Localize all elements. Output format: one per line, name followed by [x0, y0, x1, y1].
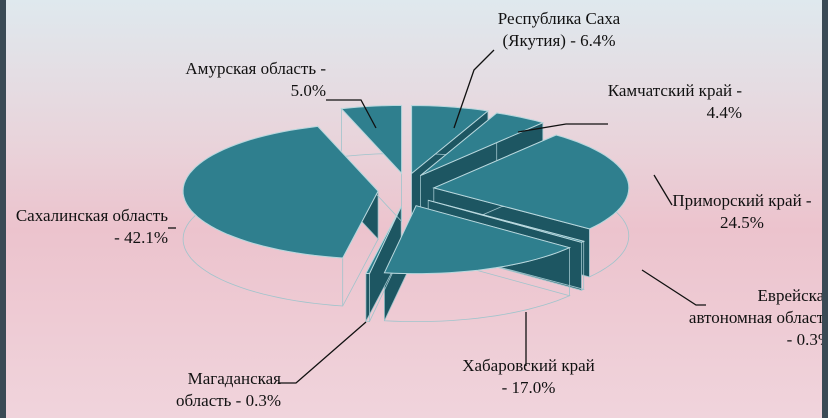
slice — [428, 199, 586, 243]
slice — [432, 134, 630, 230]
slice-label: Сахалинская область - 42.1% — [15, 206, 168, 247]
slice — [340, 104, 403, 175]
slice-label: Республика Саха (Якутия) - 6.4% — [497, 9, 621, 50]
leader-line — [278, 321, 367, 384]
slice — [411, 104, 490, 175]
slice-label: Камчатский край - 4.4% — [607, 81, 742, 122]
pie-canvas — [168, 49, 706, 384]
slice-label: Еврейская автономная область - 0.3% — [688, 286, 828, 349]
leader-line — [641, 269, 706, 306]
slice — [182, 125, 379, 259]
leader-line — [326, 99, 377, 129]
slice-label: Магаданская область - 0.3% — [175, 369, 281, 410]
slice — [420, 112, 545, 177]
leader-line — [517, 123, 608, 133]
slice-label: Приморский край - 24.5% — [672, 191, 812, 232]
leader-line — [453, 49, 495, 129]
slice — [383, 205, 572, 275]
leader-line — [653, 174, 673, 206]
slice-label: Амурская область - 5.0% — [185, 59, 326, 100]
slice — [365, 206, 402, 275]
slice-label: Хабаровский край - 17.0% — [462, 356, 595, 397]
